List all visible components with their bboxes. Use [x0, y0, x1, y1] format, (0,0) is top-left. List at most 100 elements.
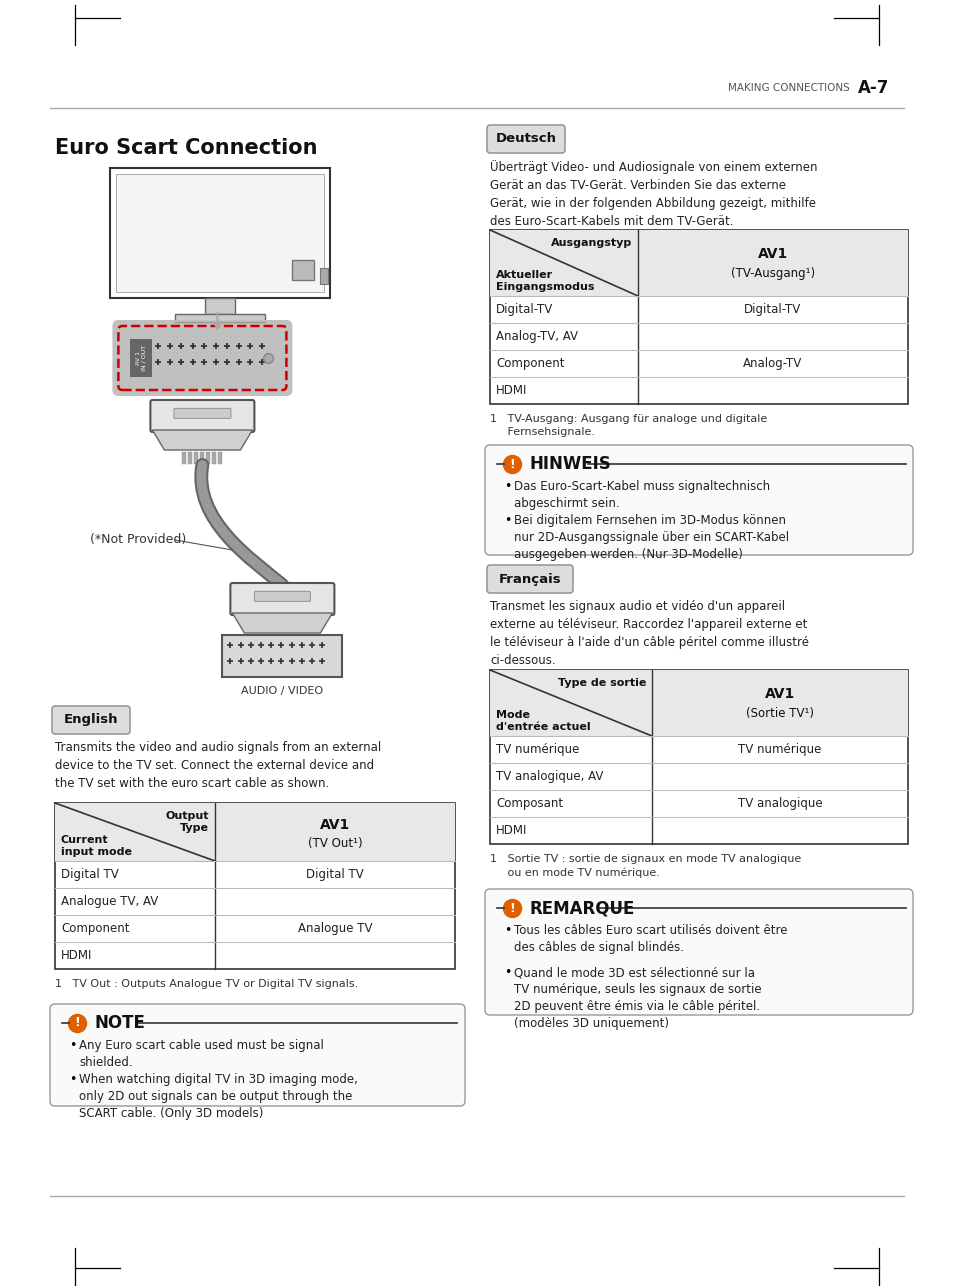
- Text: AV1: AV1: [757, 247, 787, 261]
- Text: HINWEIS: HINWEIS: [530, 455, 611, 473]
- Bar: [282, 586, 286, 599]
- Text: Type de sortie: Type de sortie: [558, 678, 645, 688]
- Text: REMARQUE: REMARQUE: [530, 899, 635, 917]
- Text: 1   Sortie TV : sortie de signaux en mode TV analogique
     ou en mode TV numér: 1 Sortie TV : sortie de signaux en mode …: [490, 854, 801, 878]
- Bar: [490, 230, 907, 404]
- Bar: [206, 451, 211, 464]
- FancyBboxPatch shape: [484, 445, 912, 556]
- Text: Analog-TV, AV: Analog-TV, AV: [496, 331, 578, 343]
- FancyBboxPatch shape: [486, 565, 573, 593]
- Text: English: English: [64, 714, 118, 727]
- Text: NOTE: NOTE: [95, 1013, 146, 1031]
- FancyBboxPatch shape: [52, 706, 130, 734]
- FancyBboxPatch shape: [173, 409, 231, 418]
- FancyBboxPatch shape: [231, 583, 335, 615]
- Text: Digital TV: Digital TV: [61, 868, 118, 881]
- FancyBboxPatch shape: [112, 320, 292, 396]
- Bar: [205, 298, 234, 314]
- Text: Transmits the video and audio signals from an external
device to the TV set. Con: Transmits the video and audio signals fr…: [55, 741, 381, 790]
- Text: Deutsch: Deutsch: [495, 132, 556, 145]
- Bar: [116, 174, 324, 292]
- Text: A-7: A-7: [857, 78, 888, 96]
- Bar: [292, 260, 314, 280]
- Text: TV analogique, AV: TV analogique, AV: [496, 770, 602, 783]
- Text: Analog-TV: Analog-TV: [742, 358, 801, 370]
- Text: Das Euro-Scart-Kabel muss signaltechnisch
abgeschirmt sein.: Das Euro-Scart-Kabel muss signaltechnisc…: [514, 480, 769, 511]
- FancyBboxPatch shape: [151, 400, 254, 432]
- Text: !: !: [74, 1016, 80, 1030]
- Text: Euro Scart Connection: Euro Scart Connection: [55, 138, 317, 158]
- Text: AUDIO / VIDEO: AUDIO / VIDEO: [241, 685, 323, 696]
- Text: 1   TV-Ausgang: Ausgang für analoge und digitale
     Fernsehsignale.: 1 TV-Ausgang: Ausgang für analoge und di…: [490, 414, 766, 437]
- Text: Aktueller
Eingangsmodus: Aktueller Eingangsmodus: [496, 270, 594, 292]
- Text: Component: Component: [496, 358, 564, 370]
- Bar: [294, 586, 298, 599]
- Text: Composant: Composant: [496, 797, 562, 810]
- Text: When watching digital TV in 3D imaging mode,
only 2D out signals can be output t: When watching digital TV in 3D imaging m…: [79, 1073, 357, 1120]
- Text: Analogue TV: Analogue TV: [297, 922, 372, 935]
- Bar: [264, 586, 268, 599]
- Bar: [131, 340, 152, 377]
- Bar: [218, 451, 222, 464]
- Text: Digital TV: Digital TV: [306, 868, 363, 881]
- Bar: [182, 451, 186, 464]
- Text: MAKING CONNECTIONS: MAKING CONNECTIONS: [727, 84, 849, 93]
- Text: Mode
d'entrée actuel: Mode d'entrée actuel: [496, 710, 590, 732]
- FancyBboxPatch shape: [486, 125, 564, 153]
- Text: Current
input mode: Current input mode: [61, 835, 132, 856]
- Text: •: •: [503, 925, 511, 937]
- Text: (TV Out¹): (TV Out¹): [308, 836, 362, 850]
- Text: •: •: [69, 1039, 76, 1052]
- Text: Digital-TV: Digital-TV: [496, 303, 553, 316]
- Text: (TV-Ausgang¹): (TV-Ausgang¹): [730, 267, 814, 280]
- Text: TV numérique: TV numérique: [738, 743, 821, 756]
- Bar: [174, 314, 265, 322]
- Text: (Sortie TV¹): (Sortie TV¹): [745, 707, 813, 720]
- Bar: [200, 451, 204, 464]
- Text: HDMI: HDMI: [61, 949, 92, 962]
- Text: Überträgt Video- und Audiosignale von einem externen
Gerät an das TV-Gerät. Verb: Überträgt Video- und Audiosignale von ei…: [490, 159, 817, 228]
- Text: Transmet les signaux audio et vidéo d'un appareil
externe au téléviseur. Raccord: Transmet les signaux audio et vidéo d'un…: [490, 601, 808, 667]
- Text: AV 1
IN / OUT: AV 1 IN / OUT: [135, 345, 147, 372]
- Text: •: •: [503, 480, 511, 493]
- Text: Analogue TV, AV: Analogue TV, AV: [61, 895, 158, 908]
- Bar: [213, 451, 216, 464]
- Text: Any Euro scart cable used must be signal
shielded.: Any Euro scart cable used must be signal…: [79, 1039, 323, 1069]
- Bar: [194, 451, 198, 464]
- Bar: [490, 670, 907, 736]
- Text: Bei digitalem Fernsehen im 3D-Modus können
nur 2D-Ausgangssignale über ein SCART: Bei digitalem Fernsehen im 3D-Modus könn…: [514, 514, 788, 561]
- Text: (*Not Provided): (*Not Provided): [90, 534, 186, 547]
- Text: Ausgangstyp: Ausgangstyp: [550, 238, 631, 248]
- Bar: [222, 635, 342, 676]
- Text: AV1: AV1: [319, 818, 350, 832]
- Text: !: !: [509, 458, 515, 471]
- Text: Output
Type: Output Type: [165, 811, 209, 833]
- FancyBboxPatch shape: [484, 889, 912, 1015]
- Bar: [288, 586, 292, 599]
- Polygon shape: [152, 430, 253, 450]
- Text: Component: Component: [61, 922, 130, 935]
- Bar: [319, 267, 328, 284]
- Text: •: •: [503, 966, 511, 979]
- Text: Français: Français: [498, 572, 560, 585]
- Text: 1   TV Out : Outputs Analogue TV or Digital TV signals.: 1 TV Out : Outputs Analogue TV or Digita…: [55, 979, 358, 989]
- FancyBboxPatch shape: [254, 592, 310, 602]
- Bar: [110, 168, 330, 298]
- Text: HDMI: HDMI: [496, 385, 527, 397]
- Polygon shape: [233, 613, 332, 633]
- Bar: [490, 230, 907, 296]
- Bar: [55, 802, 455, 862]
- Bar: [270, 586, 274, 599]
- Text: !: !: [509, 901, 515, 914]
- Text: Tous les câbles Euro scart utilisés doivent être
des câbles de signal blindés.: Tous les câbles Euro scart utilisés doiv…: [514, 925, 786, 954]
- Bar: [276, 586, 280, 599]
- Text: •: •: [69, 1073, 76, 1085]
- Text: Quand le mode 3D est sélectionné sur la
TV numérique, seuls les signaux de sorti: Quand le mode 3D est sélectionné sur la …: [514, 966, 760, 1030]
- Text: •: •: [503, 514, 511, 527]
- Bar: [188, 451, 193, 464]
- Text: TV analogique: TV analogique: [737, 797, 821, 810]
- Bar: [300, 586, 304, 599]
- Text: HDMI: HDMI: [496, 824, 527, 837]
- Bar: [55, 802, 455, 968]
- Text: TV numérique: TV numérique: [496, 743, 578, 756]
